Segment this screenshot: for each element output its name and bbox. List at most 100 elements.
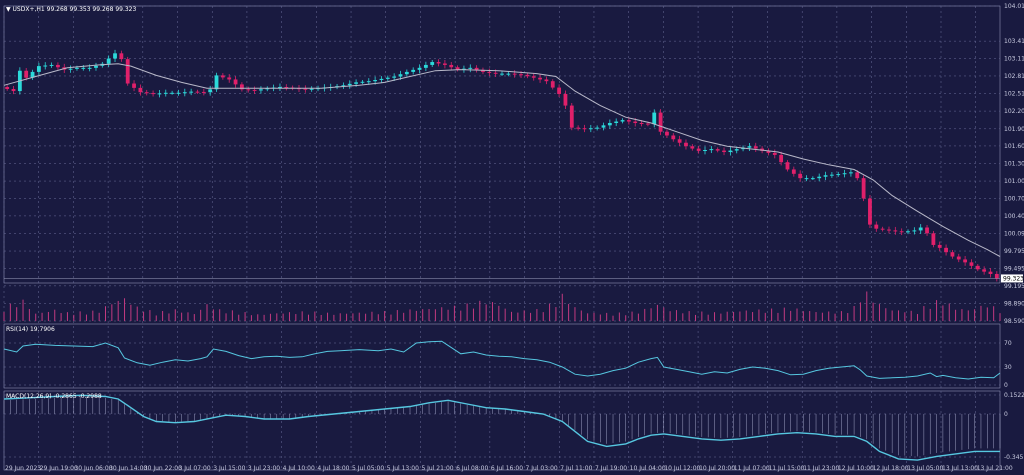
candle-body (747, 146, 752, 148)
candle-body (411, 69, 416, 72)
candle-body (278, 87, 282, 88)
candle-body (810, 178, 815, 180)
price-tick-label: 99.195 (1004, 283, 1024, 290)
candle-body (715, 149, 720, 151)
candle-body (24, 70, 29, 78)
candle-body (341, 85, 346, 87)
candle-body (766, 150, 771, 153)
candle-body (49, 64, 54, 66)
moving-average-line (3, 63, 1001, 257)
candle-body (734, 149, 739, 151)
x-tick-label: 5 Jul 05:00 (352, 465, 384, 472)
price-tick-label: 101.000 (1004, 178, 1024, 185)
candle-body (404, 71, 409, 75)
candle-body (538, 77, 542, 80)
candle-body (722, 150, 726, 153)
x-tick-label: 13 Jul 13:00 (942, 465, 978, 472)
pane-frame (3, 5, 1001, 284)
candle-body (373, 80, 378, 82)
chart-marks: 99.323 (3, 49, 1024, 461)
candle-body (646, 123, 650, 125)
candle-body (176, 92, 181, 94)
candle-body (842, 173, 847, 175)
candle-body (684, 142, 688, 147)
candle-body (423, 64, 428, 68)
candle-body (30, 71, 35, 78)
price-tick-label: 100.400 (1004, 213, 1024, 220)
price-tick-label: 98.890 (1004, 301, 1024, 308)
candle-body (620, 120, 625, 122)
candle-body (138, 87, 143, 93)
x-tick-label: 7 Jul 19:00 (595, 465, 627, 472)
candle-body (81, 67, 86, 69)
price-tick-label: 102.205 (1004, 108, 1024, 115)
candle-body (601, 125, 606, 128)
candle-body (639, 123, 644, 124)
macd-tick-label: 0.1522 (1004, 392, 1024, 399)
candle-body (709, 149, 714, 151)
candle-body (652, 112, 657, 125)
candle-body (544, 79, 549, 82)
candle-body (246, 89, 251, 91)
candle-body (855, 172, 860, 179)
candle-body (588, 128, 593, 130)
candle-body (309, 88, 314, 90)
price-tick-label: 99.495 (1004, 265, 1024, 272)
x-tick-label: 29 Jun 2023 (5, 465, 41, 472)
candle-body (950, 252, 955, 257)
candle-body (550, 81, 555, 88)
candle-body (170, 92, 175, 94)
candle-body (157, 93, 162, 95)
candle-body (303, 88, 308, 90)
candle-body (195, 91, 200, 93)
candle-body (937, 244, 942, 248)
x-tick-label: 6 Jul 08:00 (456, 465, 488, 472)
candle-body (106, 58, 111, 64)
candle-body (569, 105, 574, 128)
candle-body (849, 172, 853, 174)
x-tick-label: 7 Jul 11:00 (560, 465, 592, 472)
price-tick-label: 100.095 (1004, 231, 1024, 238)
rsi-tick-label: 70 (1004, 340, 1012, 347)
pane-frame (3, 390, 1001, 471)
candle-body (988, 271, 993, 274)
candle-body (56, 64, 60, 68)
candle-body (791, 169, 796, 174)
candle-body (868, 198, 872, 225)
candle-body (576, 127, 581, 129)
candle-body (557, 87, 561, 94)
macd-header: MACD(12,26,9) -0.2865 -0.2988 (6, 393, 102, 400)
candle-body (68, 68, 73, 70)
candle-body (887, 229, 891, 231)
candle-body (119, 53, 124, 60)
x-tick-label: 30 Jun 06:00 (74, 465, 112, 472)
candle-body (87, 67, 92, 69)
x-tick-label: 12 Jul 18:00 (873, 465, 909, 472)
candle-body (994, 273, 999, 279)
grid-lines (3, 5, 1001, 471)
price-tick-label: 102.510 (1004, 90, 1024, 97)
x-tick-label: 29 Jun 19:00 (40, 465, 78, 472)
candle-body (252, 89, 257, 91)
price-tick-label: 99.795 (1004, 248, 1024, 255)
candle-body (525, 74, 530, 77)
candle-body (817, 176, 822, 179)
candle-body (436, 62, 441, 64)
rsi-header: RSI(14) 19.7906 (6, 326, 55, 333)
candle-body (214, 75, 219, 90)
x-tick-label: 5 Jul 21:00 (421, 465, 453, 472)
macd-signal-line (3, 394, 1000, 461)
candle-body (614, 121, 619, 123)
candle-body (493, 72, 498, 74)
candle-body (925, 227, 929, 234)
candle-body (151, 93, 155, 95)
rsi-tick-label: 0 (1004, 382, 1008, 389)
candle-body (360, 81, 365, 83)
candle-body (430, 62, 435, 65)
x-tick-label: 13 Jul 21:00 (977, 465, 1013, 472)
candle-body (626, 120, 631, 122)
x-tick-label: 5 Jul 13:00 (387, 465, 419, 472)
candle-body (284, 87, 289, 88)
candle-body (690, 146, 695, 149)
